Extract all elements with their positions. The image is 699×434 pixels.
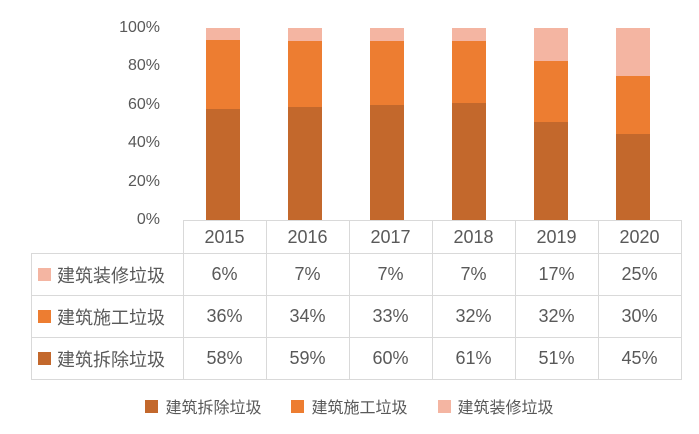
bar-segment-建筑施工垃圾-2016 bbox=[288, 41, 322, 107]
legend-swatch-icon bbox=[437, 399, 451, 413]
data-table-value-建筑拆除垃圾-2020: 45% bbox=[597, 337, 682, 380]
data-table-value-建筑装修垃圾-2017: 7% bbox=[348, 253, 433, 296]
bar-segment-建筑装修垃圾-2016 bbox=[288, 28, 322, 42]
data-table-value-建筑施工垃圾-2020: 30% bbox=[597, 295, 682, 338]
data-table-value-建筑拆除垃圾-2018: 61% bbox=[431, 337, 516, 380]
data-table-label-cell: 建筑施工垃圾 bbox=[31, 295, 184, 338]
bar-segment-建筑拆除垃圾-2017 bbox=[370, 104, 404, 220]
legend-item-建筑装修垃圾: 建筑装修垃圾 bbox=[437, 394, 554, 418]
y-axis-tick-100: 100% bbox=[119, 19, 160, 36]
data-table-value-建筑拆除垃圾-2015: 58% bbox=[182, 337, 267, 380]
bar-2017 bbox=[370, 28, 404, 220]
bar-segment-建筑拆除垃圾-2019 bbox=[534, 122, 568, 220]
bar-segment-建筑装修垃圾-2018 bbox=[452, 28, 486, 42]
data-table-label-cell: 建筑装修垃圾 bbox=[31, 253, 184, 296]
bar-segment-建筑装修垃圾-2020 bbox=[616, 28, 650, 76]
data-table-value-建筑施工垃圾-2018: 32% bbox=[431, 295, 516, 338]
legend-swatch-icon bbox=[145, 399, 159, 413]
data-table-value-建筑装修垃圾-2018: 7% bbox=[431, 253, 516, 296]
legend-item-建筑施工垃圾: 建筑施工垃圾 bbox=[291, 394, 408, 418]
legend-swatch-icon bbox=[291, 399, 305, 413]
series-label: 建筑装修垃圾 bbox=[57, 265, 165, 286]
bar-segment-建筑施工垃圾-2017 bbox=[370, 41, 404, 105]
data-table-value-建筑施工垃圾-2015: 36% bbox=[182, 295, 267, 338]
series-key-swatch-icon bbox=[38, 310, 51, 323]
data-table: 2015 2016 2017 2018 2019 2020 建筑装修垃圾 6% 7% 7% 7% 1… bbox=[31, 220, 682, 380]
bar-2015 bbox=[206, 28, 240, 220]
data-table-row-建筑装修垃圾: 建筑装修垃圾 6% 7% 7% 7% 17% 25% bbox=[31, 253, 682, 296]
bar-segment-建筑施工垃圾-2018 bbox=[452, 41, 486, 103]
data-table-value-建筑拆除垃圾-2016: 59% bbox=[265, 337, 350, 380]
data-table-corner-cell bbox=[31, 220, 184, 254]
bar-segment-建筑拆除垃圾-2015 bbox=[206, 108, 240, 220]
legend-label: 建筑装修垃圾 bbox=[457, 400, 554, 417]
bar-segment-建筑拆除垃圾-2018 bbox=[452, 102, 486, 220]
data-table-value-建筑施工垃圾-2017: 33% bbox=[348, 295, 433, 338]
bar-segment-建筑施工垃圾-2015 bbox=[206, 39, 240, 109]
data-table-label-cell: 建筑拆除垃圾 bbox=[31, 337, 184, 380]
data-table-year-header-2018: 2018 bbox=[431, 220, 516, 254]
data-table-value-建筑拆除垃圾-2019: 51% bbox=[514, 337, 599, 380]
bar-segment-建筑施工垃圾-2020 bbox=[616, 76, 650, 134]
data-table-value-建筑装修垃圾-2015: 6% bbox=[182, 253, 267, 296]
bar-segment-建筑装修垃圾-2019 bbox=[534, 28, 568, 61]
data-table-value-建筑施工垃圾-2016: 34% bbox=[265, 295, 350, 338]
bar-2016 bbox=[288, 28, 322, 220]
data-table-value-建筑装修垃圾-2016: 7% bbox=[265, 253, 350, 296]
bar-segment-建筑施工垃圾-2019 bbox=[534, 60, 568, 123]
legend-label: 建筑拆除垃圾 bbox=[165, 400, 262, 417]
y-axis-tick-40: 40% bbox=[127, 134, 160, 152]
bar-segment-建筑拆除垃圾-2020 bbox=[616, 133, 650, 220]
bar-2019 bbox=[534, 28, 568, 220]
bar-segment-建筑拆除垃圾-2016 bbox=[288, 106, 322, 220]
data-table-year-header-2017: 2017 bbox=[348, 220, 433, 254]
series-key-swatch-icon bbox=[38, 268, 51, 281]
legend-item-建筑拆除垃圾: 建筑拆除垃圾 bbox=[145, 394, 261, 418]
data-table-year-header-2020: 2020 bbox=[597, 220, 682, 254]
series-key-swatch-icon bbox=[38, 352, 51, 365]
legend-label: 建筑施工垃圾 bbox=[311, 400, 408, 417]
data-table-header: 2015 2016 2017 2018 2019 2020 bbox=[31, 220, 682, 254]
data-table-value-建筑施工垃圾-2019: 32% bbox=[514, 295, 599, 338]
series-label: 建筑拆除垃圾 bbox=[57, 349, 165, 370]
data-table-year-header-2019: 2019 bbox=[514, 220, 599, 254]
data-table-body: 建筑装修垃圾 6% 7% 7% 7% 17% 25% 建筑施工垃圾 36% 34% 33% 32% 32… bbox=[31, 253, 682, 380]
y-axis-tick-60: 60% bbox=[127, 95, 160, 113]
data-table-year-header-2016: 2016 bbox=[265, 220, 350, 254]
bar-2018 bbox=[452, 28, 486, 220]
y-axis-tick-80: 80% bbox=[127, 57, 160, 75]
series-label: 建筑施工垃圾 bbox=[57, 307, 165, 328]
data-table-row-建筑施工垃圾: 建筑施工垃圾 36% 34% 33% 32% 32% 30% bbox=[31, 295, 682, 338]
bar-segment-建筑装修垃圾-2015 bbox=[206, 28, 240, 40]
data-table-value-建筑拆除垃圾-2017: 60% bbox=[348, 337, 433, 380]
legend: 建筑拆除垃圾 建筑施工垃圾 建筑装修垃圾 bbox=[0, 394, 699, 418]
data-table-value-建筑装修垃圾-2020: 25% bbox=[597, 253, 682, 296]
data-table-year-header-2015: 2015 bbox=[182, 220, 267, 254]
bar-2020 bbox=[616, 28, 650, 220]
data-table-row-建筑拆除垃圾: 建筑拆除垃圾 58% 59% 60% 61% 51% 45% bbox=[31, 337, 682, 380]
data-table-value-建筑装修垃圾-2019: 17% bbox=[514, 253, 599, 296]
bar-segment-建筑装修垃圾-2017 bbox=[370, 28, 404, 42]
y-axis-tick-20: 20% bbox=[127, 172, 160, 190]
